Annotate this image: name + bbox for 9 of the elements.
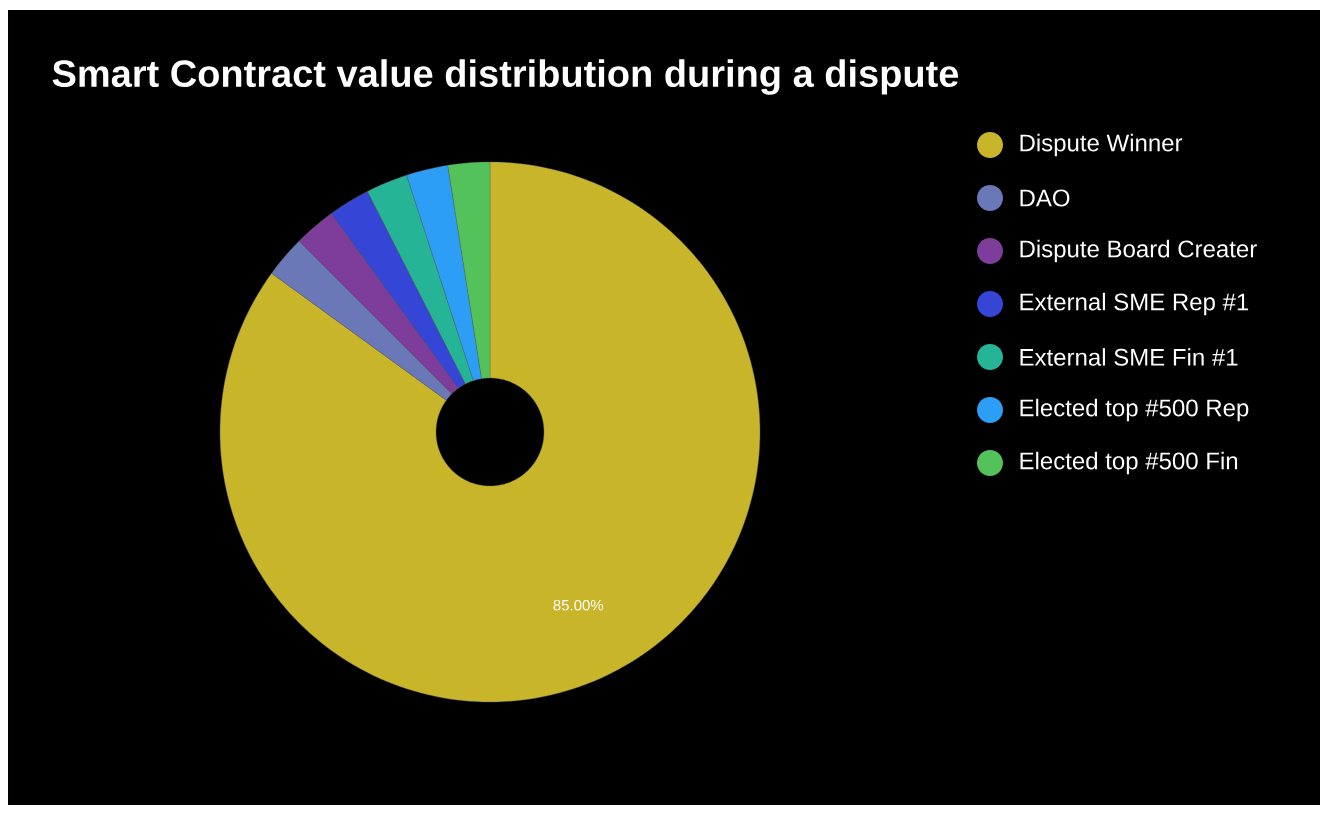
legend-label: DAO [1020, 189, 1070, 207]
legend-label: Elected top #500 Fin [1020, 451, 1238, 475]
legend-label: External SME Rep #1 [1020, 292, 1249, 316]
chart-title: Smart Contract value distribution during a dispute [52, 59, 959, 95]
legend-label: Dispute Board Creater [1020, 239, 1257, 263]
legend-label: Dispute Winner [1020, 133, 1183, 157]
data-label: 85.00% [553, 599, 604, 611]
legend-label: External SME Fin #1 [1020, 348, 1238, 366]
legend-label: Elected top #500 Rep [1020, 398, 1249, 422]
